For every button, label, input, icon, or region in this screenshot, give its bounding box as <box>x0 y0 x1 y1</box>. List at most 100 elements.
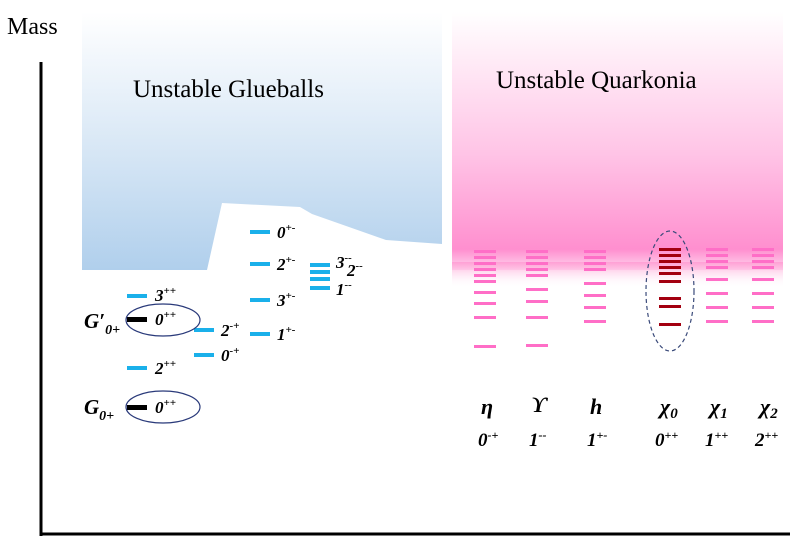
quarkonia-level-col0-2 <box>474 262 496 265</box>
label-0pm: 0+- <box>277 222 296 242</box>
label-1mm: 1-- <box>336 279 352 299</box>
quarkonia-level-col1-8 <box>526 344 548 347</box>
level-0mp <box>194 353 214 357</box>
quarkonia-level-col2-7 <box>584 320 606 323</box>
quarkonia-continuum-band <box>452 12 783 270</box>
quarkonia-levels <box>474 248 774 348</box>
label-1pm: 1+- <box>277 324 296 344</box>
quarkonia-level-col0-6 <box>474 291 496 294</box>
glueball-labels: 3++ 0++ 2-+ 0-+ 2++ 0++ 0+- 2+- 3+- 1+- … <box>154 222 363 417</box>
level-0pm <box>250 230 270 234</box>
eta-symbol: η <box>481 394 493 419</box>
level-2mm-b <box>310 277 330 281</box>
label-2mm: 2-- <box>346 260 363 280</box>
quarkonia-level-col5-6 <box>752 306 774 309</box>
glueball-title: Unstable Glueballs <box>133 76 324 103</box>
label-2pp: 2++ <box>154 358 176 378</box>
level-0pp-excited <box>127 317 147 322</box>
quarkonia-level-col4-7 <box>706 320 728 323</box>
glueball-continuum-band <box>82 12 442 270</box>
quarkonia-level-col2-1 <box>584 256 606 259</box>
quarkonia-level-col3-1 <box>659 254 681 257</box>
quarkonia-level-col1-5 <box>526 288 548 291</box>
chi2-symbol: χ2 <box>757 394 778 422</box>
quarkonia-level-col4-2 <box>706 260 728 263</box>
quarkonia-level-col1-4 <box>526 274 548 277</box>
quarkonia-level-col3-4 <box>659 272 681 275</box>
quarkonia-level-col5-4 <box>752 278 774 281</box>
quarkonia-level-col2-6 <box>584 306 606 309</box>
quarkonia-level-col4-1 <box>706 254 728 257</box>
quarkonia-level-col4-6 <box>706 306 728 309</box>
quarkonia-level-col0-5 <box>474 280 496 283</box>
quarkonia-level-col5-7 <box>752 320 774 323</box>
quarkonia-level-col3-5 <box>659 280 681 283</box>
quarkonia-level-col1-2 <box>526 262 548 265</box>
chi1-symbol: χ1 <box>707 394 728 422</box>
quarkonia-level-col5-1 <box>752 254 774 257</box>
quarkonia-level-col5-3 <box>752 266 774 269</box>
quarkonia-level-col1-1 <box>526 256 548 259</box>
quarkonia-level-col2-4 <box>584 282 606 285</box>
level-0pp-ground <box>127 405 147 410</box>
quarkonia-level-col3-6 <box>659 297 681 300</box>
quarkonia-band-fade <box>452 262 783 288</box>
level-3mm <box>310 263 330 267</box>
quarkonia-level-col3-3 <box>659 266 681 269</box>
quarkonia-jpc-labels: 0-+ 1-- 1+- 0++ 1++ 2++ <box>478 428 778 451</box>
quarkonia-level-col0-8 <box>474 316 496 319</box>
level-2pm <box>250 262 270 266</box>
chi2-jpc: 2++ <box>754 428 778 451</box>
quarkonia-level-col2-5 <box>584 294 606 297</box>
quarkonia-level-col0-4 <box>474 274 496 277</box>
quarkonia-level-col3-2 <box>659 260 681 263</box>
level-2pp <box>127 366 147 370</box>
h-symbol: h <box>590 394 602 419</box>
quarkonia-labels: η ϒ h χ0 χ1 χ2 <box>481 392 778 422</box>
mass-axis-label: Mass <box>7 14 58 40</box>
quarkonia-level-col3-7 <box>659 305 681 308</box>
g-excited-ellipse <box>125 303 201 337</box>
quarkonia-level-col0-9 <box>474 345 496 348</box>
quarkonia-level-col1-7 <box>526 316 548 319</box>
eta-jpc: 0-+ <box>478 428 498 451</box>
g-ground-label: G0+ <box>84 395 114 424</box>
label-2pm: 2+- <box>276 254 296 274</box>
label-3pp: 3++ <box>154 285 176 305</box>
level-2mp <box>194 328 214 332</box>
quarkonia-level-col4-4 <box>706 278 728 281</box>
level-3pm <box>250 298 270 302</box>
upsilon-symbol: ϒ <box>531 392 548 417</box>
chi0-highlight-ellipse <box>645 230 695 352</box>
glueball-levels <box>127 230 330 410</box>
quarkonia-level-col4-5 <box>706 292 728 295</box>
quarkonia-level-col3-8 <box>659 323 681 326</box>
level-3pp <box>127 294 147 298</box>
h-jpc: 1+- <box>587 428 607 451</box>
quarkonia-level-col0-1 <box>474 256 496 259</box>
g-ground-ellipse <box>125 390 201 424</box>
quarkonia-level-col3-0 <box>659 248 681 251</box>
quarkonia-level-col1-3 <box>526 268 548 271</box>
label-3mm: 3-- <box>335 252 352 272</box>
quarkonia-level-col1-6 <box>526 300 548 303</box>
label-3pm: 3+- <box>276 290 296 310</box>
label-2mp: 2-+ <box>220 320 239 340</box>
level-2mm <box>310 270 330 274</box>
label-0mp: 0-+ <box>221 345 239 365</box>
quarkonia-level-col5-2 <box>752 260 774 263</box>
level-1pm <box>250 332 270 336</box>
g-excited-label: G′0+ <box>84 309 120 338</box>
quarkonia-level-col2-3 <box>584 268 606 271</box>
label-0pp-ground: 0++ <box>155 397 176 417</box>
quarkonia-level-col0-7 <box>474 302 496 305</box>
quarkonia-level-col0-0 <box>474 250 496 253</box>
quarkonia-level-col5-0 <box>752 248 774 251</box>
chi0-symbol: χ0 <box>657 394 678 422</box>
quarkonia-title: Unstable Quarkonia <box>496 67 697 94</box>
chi1-jpc: 1++ <box>705 428 728 451</box>
upsilon-jpc: 1-- <box>529 428 547 451</box>
quarkonia-level-col2-0 <box>584 250 606 253</box>
quarkonia-level-col0-3 <box>474 268 496 271</box>
